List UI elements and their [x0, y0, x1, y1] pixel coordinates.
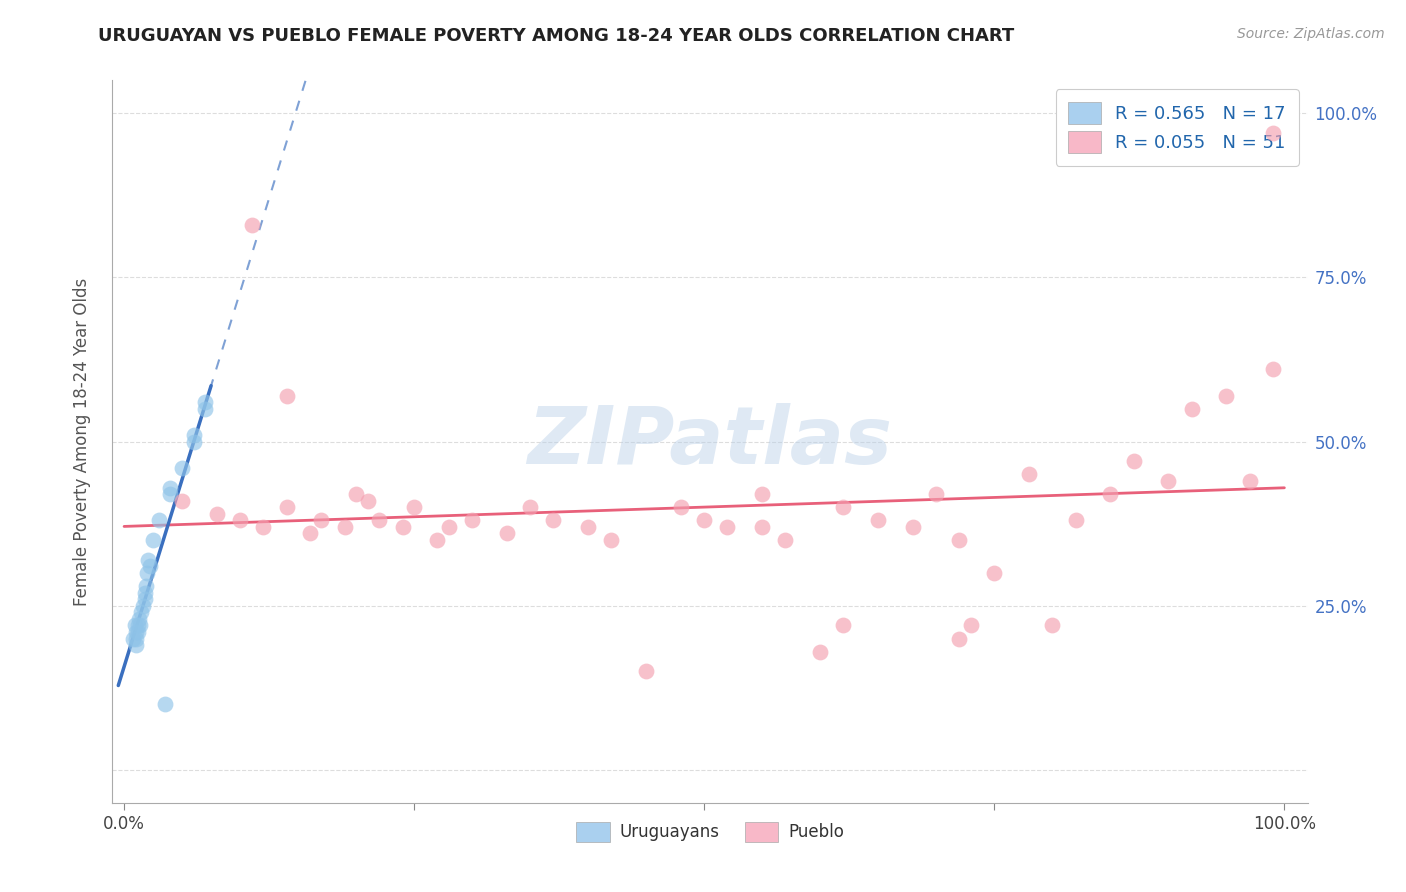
- Point: [368, 513, 391, 527]
- Point: [205, 507, 228, 521]
- Point: [138, 559, 160, 574]
- Point: [240, 218, 263, 232]
- Point: [925, 487, 948, 501]
- Point: [125, 638, 148, 652]
- Point: [136, 566, 159, 580]
- Point: [344, 487, 367, 501]
- Point: [948, 533, 970, 547]
- Point: [519, 500, 541, 515]
- Point: [576, 520, 599, 534]
- Point: [404, 500, 426, 515]
- Point: [1261, 126, 1284, 140]
- Point: [1215, 388, 1237, 402]
- Point: [543, 513, 565, 527]
- Point: [194, 401, 217, 416]
- Y-axis label: Female Poverty Among 18-24 Year Olds: Female Poverty Among 18-24 Year Olds: [73, 277, 91, 606]
- Point: [948, 632, 970, 646]
- Point: [311, 513, 333, 527]
- Point: [775, 533, 797, 547]
- Point: [122, 632, 145, 646]
- Point: [138, 553, 160, 567]
- Point: [391, 520, 413, 534]
- Point: [125, 632, 148, 646]
- Legend: Uruguayans, Pueblo: Uruguayans, Pueblo: [569, 815, 851, 848]
- Point: [669, 500, 692, 515]
- Point: [183, 434, 205, 449]
- Point: [1239, 474, 1261, 488]
- Point: [229, 513, 252, 527]
- Text: ZIPatlas: ZIPatlas: [527, 402, 893, 481]
- Point: [148, 513, 170, 527]
- Point: [298, 526, 321, 541]
- Point: [426, 533, 449, 547]
- Point: [832, 500, 855, 515]
- Point: [172, 493, 194, 508]
- Point: [153, 698, 176, 712]
- Point: [357, 493, 380, 508]
- Point: [142, 533, 165, 547]
- Point: [183, 428, 205, 442]
- Point: [134, 585, 156, 599]
- Point: [159, 481, 181, 495]
- Point: [124, 618, 146, 632]
- Point: [437, 520, 460, 534]
- Text: Source: ZipAtlas.com: Source: ZipAtlas.com: [1237, 27, 1385, 41]
- Text: URUGUAYAN VS PUEBLO FEMALE POVERTY AMONG 18-24 YEAR OLDS CORRELATION CHART: URUGUAYAN VS PUEBLO FEMALE POVERTY AMONG…: [98, 27, 1015, 45]
- Point: [1064, 513, 1087, 527]
- Point: [333, 520, 356, 534]
- Point: [1122, 454, 1144, 468]
- Point: [252, 520, 274, 534]
- Point: [901, 520, 924, 534]
- Point: [135, 579, 157, 593]
- Point: [128, 612, 150, 626]
- Point: [125, 625, 148, 640]
- Point: [276, 388, 298, 402]
- Point: [716, 520, 738, 534]
- Point: [693, 513, 716, 527]
- Point: [127, 625, 149, 640]
- Point: [131, 599, 153, 613]
- Point: [636, 665, 658, 679]
- Point: [808, 645, 831, 659]
- Point: [1040, 618, 1063, 632]
- Point: [172, 460, 194, 475]
- Point: [1180, 401, 1202, 416]
- Point: [131, 605, 153, 619]
- Point: [751, 487, 773, 501]
- Point: [868, 513, 890, 527]
- Point: [983, 566, 1005, 580]
- Point: [751, 520, 773, 534]
- Point: [1099, 487, 1122, 501]
- Point: [194, 395, 217, 409]
- Point: [1018, 467, 1040, 482]
- Point: [496, 526, 519, 541]
- Point: [960, 618, 983, 632]
- Point: [1157, 474, 1180, 488]
- Point: [127, 618, 149, 632]
- Point: [600, 533, 623, 547]
- Point: [159, 487, 181, 501]
- Point: [832, 618, 855, 632]
- Point: [276, 500, 298, 515]
- Point: [1261, 362, 1284, 376]
- Point: [134, 592, 156, 607]
- Point: [129, 618, 152, 632]
- Point: [461, 513, 484, 527]
